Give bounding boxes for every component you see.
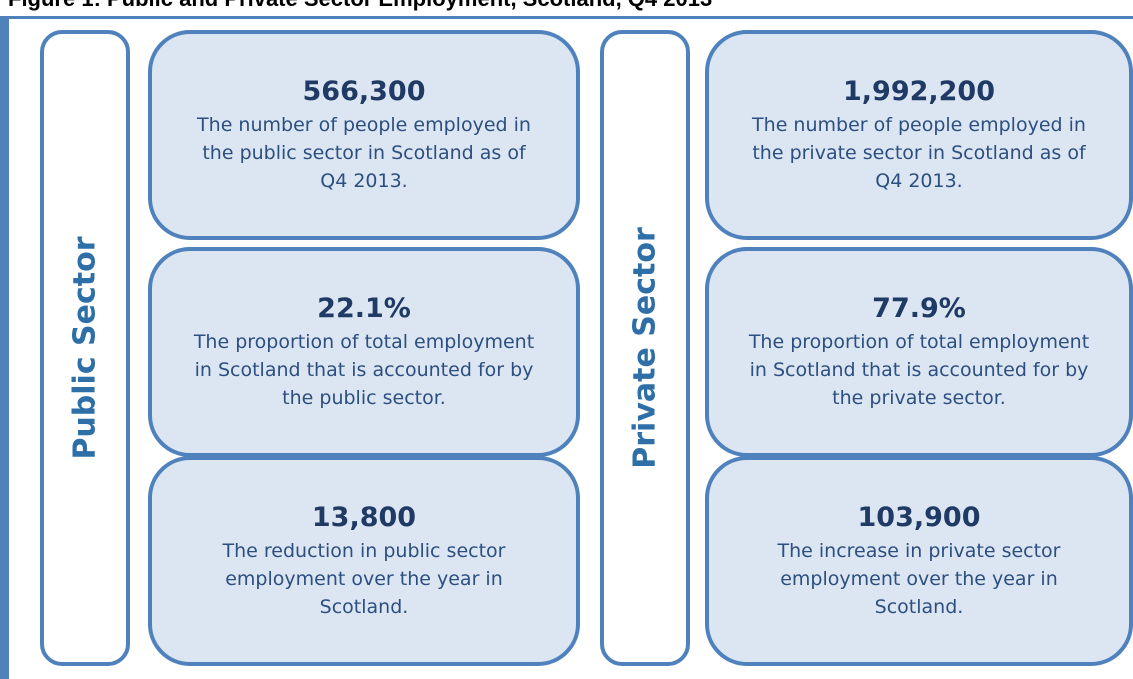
sector-label: Public Sector: [67, 236, 103, 460]
stat-box: 1,992,200 The number of people employed i…: [705, 30, 1133, 240]
sector-label: Private Sector: [627, 227, 663, 469]
stat-value: 1,992,200: [842, 75, 996, 107]
stat-box: 77.9% The proportion of total employment …: [705, 247, 1133, 457]
stat-value: 566,300: [302, 75, 426, 107]
stat-description: The proportion of total employment in Sc…: [193, 330, 535, 409]
title: Figure 1: Public and Private Sector Empl…: [0, 0, 1133, 12]
sector-panel: Private Sector: [600, 30, 690, 666]
stat-description: The increase in private sector employmen…: [777, 539, 1061, 618]
stat-box: 103,900 The increase in private sector em…: [705, 456, 1133, 666]
stat-value: 13,800: [311, 501, 417, 533]
stat-value: 77.9%: [872, 292, 966, 324]
stat-value: 22.1%: [317, 292, 411, 324]
stat-description: The proportion of total employment in Sc…: [748, 330, 1090, 409]
stat-box: 22.1% The proportion of total employment …: [148, 247, 580, 457]
stat-description: The number of people employed in the pub…: [197, 113, 531, 192]
stat-description: The number of people employed in the pri…: [752, 113, 1086, 192]
stat-box: 13,800 The reduction in public sector emp…: [148, 456, 580, 666]
stat-value: 103,900: [857, 501, 981, 533]
sector-panel: Public Sector: [40, 30, 130, 666]
stat-box: 566,300 The number of people employed in …: [148, 30, 580, 240]
stat-description: The reduction in public sector employmen…: [222, 539, 506, 618]
